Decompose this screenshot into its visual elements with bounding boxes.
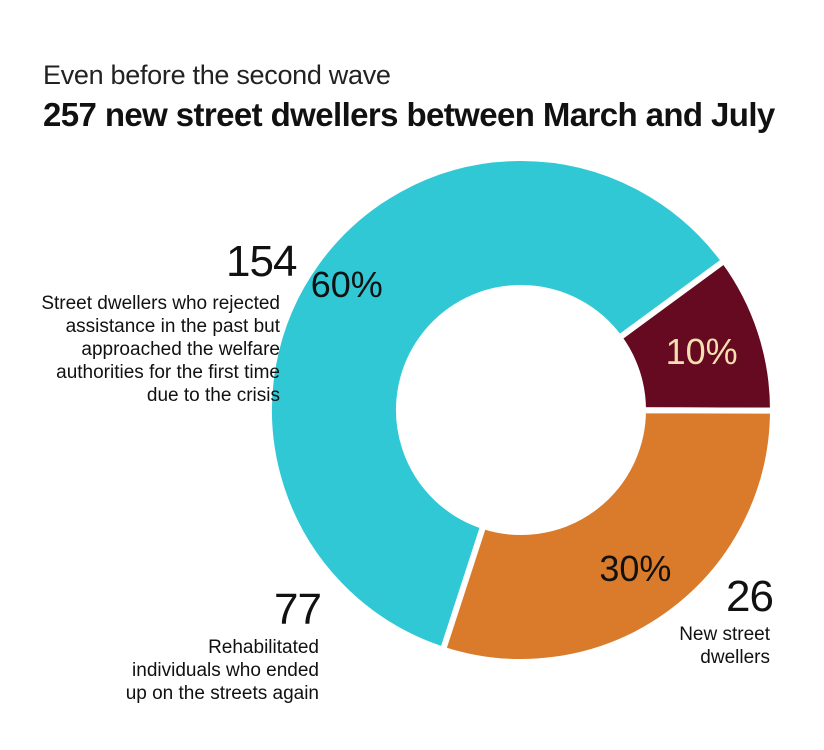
slice-rehabilitated — [439, 407, 777, 665]
value-label-new-dwellers: 26 — [726, 572, 774, 621]
percent-label-new-dwellers: 10% — [666, 331, 738, 372]
slice-description-new-dwellers: New street dwellers — [679, 624, 770, 668]
chart-title: 257 new street dwellers between March an… — [43, 96, 775, 133]
slice-description-rejected-assistance: Street dwellers who rejected assistance … — [41, 293, 280, 406]
slice-description-rehabilitated: Rehabilitated individuals who ended up o… — [125, 637, 319, 704]
percent-label-rejected-assistance: 60% — [311, 264, 383, 305]
percent-label-rehabilitated: 30% — [599, 548, 671, 589]
value-label-rehabilitated: 77 — [274, 585, 322, 634]
slice-rejected-assistance — [266, 155, 729, 654]
value-label-rejected-assistance: 154 — [226, 237, 297, 286]
chart-subtitle: Even before the second wave — [43, 60, 391, 90]
